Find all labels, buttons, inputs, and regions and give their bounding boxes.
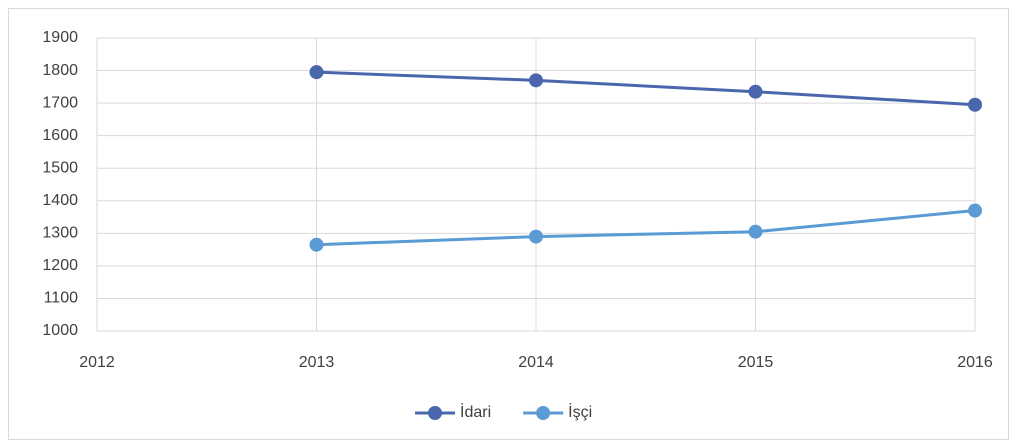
data-point bbox=[529, 229, 543, 244]
legend-label: İşçi bbox=[568, 402, 592, 421]
x-tick-label: 2016 bbox=[957, 354, 993, 371]
data-point bbox=[748, 84, 763, 99]
y-tick-label: 1500 bbox=[42, 159, 78, 176]
y-tick-label: 1100 bbox=[44, 290, 79, 307]
chart-border bbox=[8, 8, 1009, 440]
data-point bbox=[309, 65, 324, 80]
y-tick-label: 1200 bbox=[42, 257, 78, 274]
x-tick-label: 2013 bbox=[299, 354, 335, 371]
legend-label: İdari bbox=[460, 402, 491, 421]
series-line bbox=[316, 70, 976, 107]
series-line bbox=[316, 209, 976, 247]
data-point bbox=[529, 73, 543, 88]
y-tick-label: 1900 bbox=[42, 29, 78, 46]
y-tick-label: 1300 bbox=[42, 225, 78, 242]
data-point bbox=[748, 224, 763, 239]
data-point bbox=[968, 203, 982, 218]
legend-marker bbox=[428, 406, 442, 420]
x-tick-label: 2012 bbox=[79, 354, 115, 371]
y-tick-label: 1800 bbox=[42, 62, 78, 79]
x-tick-label: 2015 bbox=[738, 354, 774, 371]
y-tick-label: 1600 bbox=[42, 127, 78, 144]
y-tick-label: 1000 bbox=[42, 322, 78, 339]
data-point bbox=[309, 237, 324, 252]
x-tick-label: 2014 bbox=[518, 354, 554, 371]
data-point bbox=[968, 97, 982, 112]
legend-marker bbox=[536, 406, 551, 420]
y-tick-label: 1400 bbox=[42, 192, 78, 209]
y-tick-label: 1700 bbox=[42, 94, 78, 111]
